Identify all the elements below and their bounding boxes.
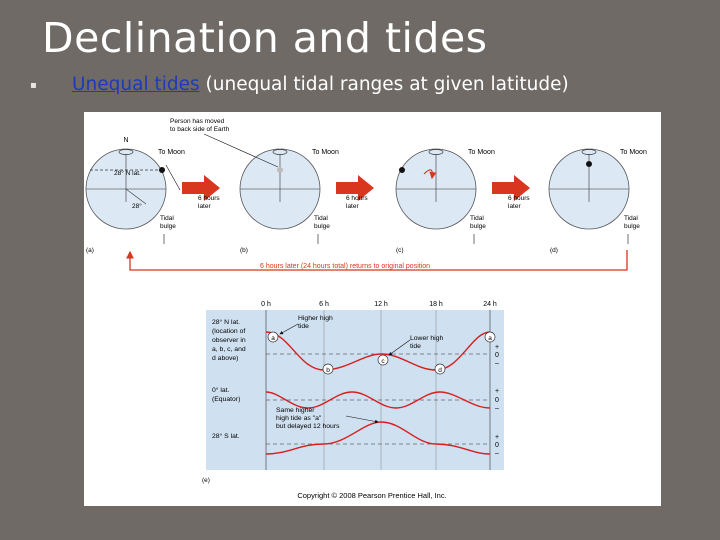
svg-text:–: – — [495, 450, 499, 457]
lower-high-tide-label: Lower high tide — [410, 335, 443, 350]
scale-south: + 0 – — [495, 434, 499, 457]
bullet-dot: ▪ — [30, 80, 37, 91]
point-c-label: c — [381, 358, 385, 365]
return-arrow — [126, 250, 628, 271]
tidal-bulge-d: Tidal bulge — [624, 215, 640, 230]
svg-text:+: + — [495, 388, 499, 395]
tides-diagram: N 28° N lat. 28° To Moon Tidal bulge (a) … — [85, 118, 647, 500]
same-higher-label: Same higher high tide as "a" but delayed 1… — [276, 407, 340, 430]
panel-a: N 28° N lat. 28° To Moon Tidal bulge (a) — [85, 137, 185, 254]
north-label: N — [123, 137, 128, 144]
person-moved-note: Person has moved to back side of Earth — [170, 118, 230, 133]
bullet-rest: (unequal tidal ranges at given latitude) — [199, 74, 569, 95]
unequal-tides-link[interactable]: Unequal tides — [72, 74, 200, 95]
panel-label-a: (a) — [86, 247, 94, 254]
lat-angle: 28° — [132, 202, 142, 210]
scale-equator: + 0 – — [495, 388, 499, 412]
panel-b: Person has moved to back side of Earth To… — [170, 118, 339, 254]
to-moon-a: To Moon — [158, 149, 185, 156]
panel-label-d: (d) — [550, 247, 558, 254]
time-arrow-1 — [182, 175, 220, 201]
tidal-bulge-c: Tidal bulge — [470, 215, 486, 230]
time-label-24: 24 h — [483, 301, 497, 308]
return-note: 6 hours later (24 hours total) returns t… — [260, 263, 430, 270]
tide-graph: 0 h 6 h 12 h 18 h 24 h a b c d a 28° N l… — [202, 301, 504, 484]
observer-icon — [586, 161, 592, 167]
panel-label-c: (c) — [396, 247, 404, 254]
to-moon-d: To Moon — [620, 149, 647, 156]
bullet-text: Unequal tides (unequal tidal ranges at g… — [72, 74, 569, 95]
time-label-18: 18 h — [429, 301, 443, 308]
observer-label: 28° N lat. (location of observer in a, b, c… — [212, 318, 246, 362]
point-a — [267, 331, 279, 343]
observer-icon — [159, 167, 165, 173]
equator-tide-curve — [265, 391, 491, 409]
higher-high-tide-label: Higher high tide — [298, 315, 333, 330]
tidal-bulge-a: Tidal bulge — [160, 215, 176, 230]
observer-icon — [399, 167, 405, 173]
observer-icon — [277, 167, 283, 173]
to-moon-b: To Moon — [312, 149, 339, 156]
point-b-label: b — [326, 367, 330, 374]
time-arrow-3 — [492, 175, 530, 201]
svg-text:–: – — [495, 360, 499, 367]
svg-text:–: – — [495, 405, 499, 412]
time-label-6: 6 h — [319, 301, 329, 308]
point-a-again — [484, 331, 496, 343]
panel-d: To Moon Tidal bulge (d) — [548, 148, 647, 254]
to-moon-c: To Moon — [468, 149, 495, 156]
svg-text:0: 0 — [495, 397, 499, 404]
point-b — [322, 363, 334, 375]
point-d-label: d — [438, 367, 442, 374]
panel-c: To Moon Tidal bulge (c) — [395, 148, 495, 254]
point-c — [377, 354, 389, 366]
graph-background — [206, 310, 504, 470]
svg-text:0: 0 — [495, 442, 499, 449]
point-d — [434, 363, 446, 375]
panel-label-e: (e) — [202, 477, 210, 484]
point-a-label: a — [271, 335, 275, 342]
six-hours-later-1: 6 hours later — [198, 195, 220, 210]
svg-text:+: + — [495, 434, 499, 441]
north-tide-curve — [265, 331, 491, 371]
panel-label-b: (b) — [240, 247, 248, 254]
time-arrow-2 — [336, 175, 374, 201]
equator-label: 0° lat. (Equator) — [212, 386, 240, 403]
six-hours-later-3: 6 hours later — [508, 195, 530, 210]
south-lat-label: 28° S lat. — [212, 432, 240, 440]
svg-text:+: + — [495, 344, 499, 351]
tidal-bulge-b: Tidal bulge — [314, 215, 330, 230]
slide-title: Declination and tides — [42, 14, 488, 62]
south-tide-curve — [265, 421, 491, 455]
six-hours-later-2: 6 hours later — [346, 195, 368, 210]
time-label-0: 0 h — [261, 301, 271, 308]
scale-north: + 0 – — [495, 344, 499, 367]
lat-label: 28° N lat. — [114, 169, 141, 177]
copyright-note: Copyright © 2008 Pearson Prentice Hall, … — [297, 491, 446, 500]
point-a-again-label: a — [488, 335, 492, 342]
time-label-12: 12 h — [374, 301, 388, 308]
svg-text:0: 0 — [495, 352, 499, 359]
tides-figure: N 28° N lat. 28° To Moon Tidal bulge (a) … — [84, 112, 661, 506]
